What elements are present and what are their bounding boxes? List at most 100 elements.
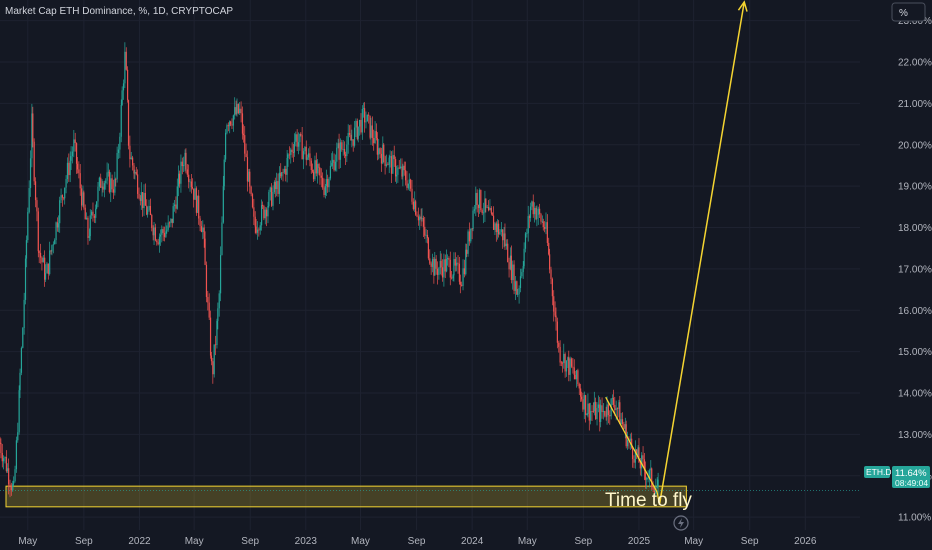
x-tick-label: 2024 [461, 536, 484, 547]
candle-body [339, 142, 342, 160]
candle-body [65, 179, 67, 188]
candle-body [317, 164, 319, 174]
gridlines [0, 0, 860, 530]
symbol-tag [864, 466, 890, 478]
candle-body [25, 240, 28, 259]
candle-body [189, 181, 191, 183]
x-tick-label: Sep [741, 536, 759, 547]
candle-body [13, 480, 15, 484]
candle-body [110, 178, 112, 193]
candle-body [374, 131, 376, 144]
bolt-icon[interactable] [673, 515, 689, 531]
candle-body [470, 228, 472, 242]
candle-body [595, 401, 597, 420]
candle-body [580, 388, 582, 397]
candle-body [261, 205, 263, 226]
candle-body [125, 51, 127, 70]
candle-body [42, 257, 44, 263]
candle-body [223, 159, 225, 187]
candle-body [157, 242, 159, 245]
candle-body [197, 195, 199, 213]
x-tick-label: May [518, 536, 537, 547]
candle-body [481, 210, 483, 214]
candle-body [548, 242, 550, 255]
candle-body [139, 198, 141, 201]
y-tick-label: 20.00% [898, 140, 932, 151]
candle-body [546, 222, 548, 243]
candle-body [392, 155, 394, 174]
candle-body [352, 139, 354, 146]
candle-body [264, 209, 266, 219]
candle-body [301, 135, 303, 160]
candle-body [522, 266, 524, 273]
candle-body [290, 149, 292, 155]
x-tick-label: 2026 [794, 536, 817, 547]
candle-body [415, 201, 417, 215]
currency-button[interactable] [891, 2, 926, 22]
candle-body [31, 113, 33, 159]
candle-body [52, 244, 54, 246]
candle-body [643, 459, 646, 471]
candle-body [394, 159, 397, 177]
candle-body [363, 108, 365, 110]
candle-body [648, 470, 651, 478]
candle-body [229, 121, 231, 127]
candle-body [385, 164, 388, 166]
candle-body [626, 439, 629, 447]
candle-body [202, 227, 204, 232]
candle-body [343, 149, 346, 155]
candle-body [410, 179, 412, 189]
candle-body [351, 139, 353, 141]
candle-body [331, 162, 333, 166]
candle-body [531, 201, 533, 207]
candle-body [378, 148, 380, 155]
candle-body [356, 120, 358, 139]
candle-body [236, 104, 238, 115]
candle-body [612, 397, 615, 405]
candle-body [541, 221, 543, 223]
candle-body [320, 175, 322, 178]
candle-body [587, 403, 589, 414]
candle-body [100, 177, 102, 188]
candle-body [33, 141, 35, 182]
candle-body [269, 187, 271, 192]
candle-body [575, 370, 578, 380]
candle-body [120, 104, 122, 137]
candle-body [458, 263, 460, 282]
y-tick-label: 13.00% [898, 430, 932, 441]
time-axis[interactable]: May Sep 2022 May Sep 2023 May Sep 2024 May Sep 2025… [18, 536, 817, 547]
candle-body [588, 403, 590, 421]
candle-body [653, 489, 656, 494]
candle-body [154, 227, 157, 241]
candle-body [602, 410, 605, 412]
candle-body [137, 174, 139, 194]
candle-body [448, 258, 450, 260]
candle-body [198, 195, 200, 219]
candle-body [96, 201, 98, 209]
candle-body [567, 357, 569, 361]
candle-body [73, 139, 75, 152]
candle-body [516, 281, 518, 295]
candle-body [482, 212, 485, 214]
candle-body [325, 179, 327, 187]
support-zone [5, 485, 687, 508]
candle-body [108, 171, 110, 193]
y-tick-label: 16.00% [898, 306, 932, 317]
x-tick-label: Sep [241, 536, 259, 547]
candle-body [221, 222, 223, 256]
candle-body [370, 125, 372, 138]
candle-body [87, 217, 89, 238]
candle-body [251, 194, 254, 208]
candle-body [293, 141, 296, 153]
candle-body [517, 294, 519, 295]
price-axis[interactable]: 23.00% 22.00% 21.00% 20.00% 19.00% 18.00% 17.0… [898, 16, 932, 523]
candle-body [74, 139, 76, 144]
candle-body [544, 227, 546, 229]
candle-body [138, 193, 140, 199]
candle-body [88, 236, 90, 238]
candle-body [69, 160, 71, 176]
candle-body [651, 468, 653, 486]
candle-body [510, 255, 512, 280]
candle-body [186, 169, 188, 175]
